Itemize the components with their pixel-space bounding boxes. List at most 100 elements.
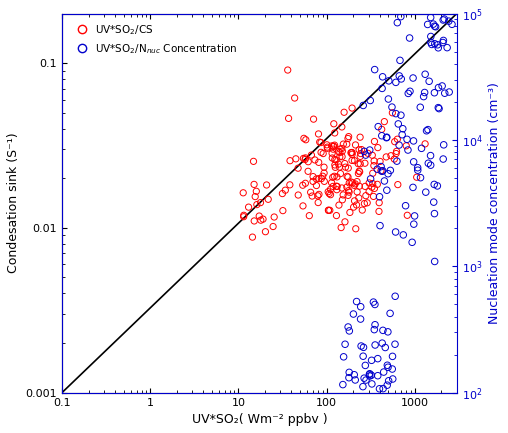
Point bbox=[360, 148, 368, 155]
Point bbox=[392, 79, 400, 86]
Point bbox=[384, 364, 392, 371]
Point bbox=[409, 158, 418, 165]
Point bbox=[378, 167, 387, 174]
Point bbox=[344, 165, 353, 171]
Point bbox=[430, 199, 438, 206]
Point bbox=[370, 326, 378, 333]
Point bbox=[347, 149, 356, 156]
Point bbox=[352, 225, 360, 232]
Point bbox=[380, 178, 389, 184]
Point bbox=[425, 78, 433, 85]
Point bbox=[378, 85, 386, 92]
Point bbox=[360, 375, 368, 381]
Point bbox=[375, 199, 383, 206]
Point bbox=[250, 217, 258, 224]
Point bbox=[338, 123, 346, 130]
Point bbox=[377, 163, 385, 170]
Point bbox=[371, 321, 379, 328]
Point bbox=[369, 299, 377, 306]
Point bbox=[304, 168, 312, 175]
Point bbox=[434, 104, 442, 111]
Point bbox=[353, 188, 361, 195]
Point bbox=[330, 120, 338, 127]
Point bbox=[348, 149, 356, 156]
Point bbox=[380, 118, 389, 125]
Point bbox=[440, 16, 449, 23]
Point bbox=[393, 158, 401, 165]
Point bbox=[377, 126, 386, 133]
Point bbox=[439, 141, 448, 148]
Point bbox=[344, 323, 352, 330]
Point bbox=[445, 89, 453, 96]
Point bbox=[392, 229, 400, 236]
Point bbox=[343, 141, 351, 148]
Point bbox=[335, 202, 343, 209]
Point bbox=[440, 90, 449, 97]
Point bbox=[410, 221, 418, 228]
Point bbox=[409, 74, 417, 81]
Point bbox=[427, 39, 435, 46]
Point bbox=[443, 44, 451, 51]
Point bbox=[369, 299, 377, 306]
Point bbox=[317, 149, 325, 156]
Point bbox=[418, 145, 426, 152]
Point bbox=[353, 298, 361, 305]
Point bbox=[375, 385, 384, 392]
Point bbox=[368, 184, 376, 191]
Point bbox=[299, 203, 307, 210]
Point bbox=[351, 197, 359, 204]
Point bbox=[440, 90, 449, 97]
Point bbox=[393, 19, 401, 26]
Point bbox=[371, 342, 379, 349]
Point bbox=[331, 129, 339, 136]
Point bbox=[381, 344, 389, 351]
Point bbox=[353, 201, 361, 208]
Point bbox=[301, 156, 309, 163]
Point bbox=[391, 341, 399, 348]
Point bbox=[389, 375, 397, 382]
Point bbox=[376, 222, 384, 229]
Point bbox=[339, 141, 347, 148]
Point bbox=[367, 357, 375, 364]
Point bbox=[356, 160, 364, 167]
Point bbox=[294, 165, 302, 171]
Point bbox=[423, 127, 431, 134]
Point bbox=[334, 148, 342, 155]
Point bbox=[404, 146, 412, 153]
Point bbox=[373, 181, 382, 188]
Point bbox=[379, 327, 387, 334]
Point bbox=[355, 183, 363, 190]
Point bbox=[363, 199, 371, 206]
Point bbox=[347, 178, 355, 185]
Point bbox=[430, 199, 438, 206]
Point bbox=[318, 175, 326, 182]
Point bbox=[366, 372, 374, 379]
Point bbox=[401, 202, 409, 209]
Point bbox=[323, 141, 331, 148]
Point bbox=[397, 75, 405, 82]
Point bbox=[397, 112, 405, 119]
Point bbox=[440, 16, 449, 23]
Point bbox=[350, 204, 358, 210]
Point bbox=[347, 149, 355, 156]
Point bbox=[424, 160, 432, 167]
Point bbox=[398, 131, 406, 138]
Point bbox=[439, 16, 447, 23]
Point bbox=[410, 213, 419, 220]
Point bbox=[339, 381, 347, 388]
Point bbox=[345, 369, 353, 376]
Point bbox=[353, 298, 361, 305]
Point bbox=[365, 188, 373, 195]
Point bbox=[422, 189, 430, 196]
Point bbox=[385, 96, 393, 103]
Point bbox=[395, 142, 403, 149]
Point bbox=[309, 116, 318, 123]
Point bbox=[430, 89, 438, 96]
Point bbox=[435, 105, 443, 112]
Point bbox=[379, 368, 388, 375]
Point bbox=[327, 186, 335, 193]
Point bbox=[434, 84, 442, 91]
Point bbox=[279, 207, 287, 214]
Point bbox=[391, 138, 399, 145]
Point bbox=[360, 344, 368, 351]
